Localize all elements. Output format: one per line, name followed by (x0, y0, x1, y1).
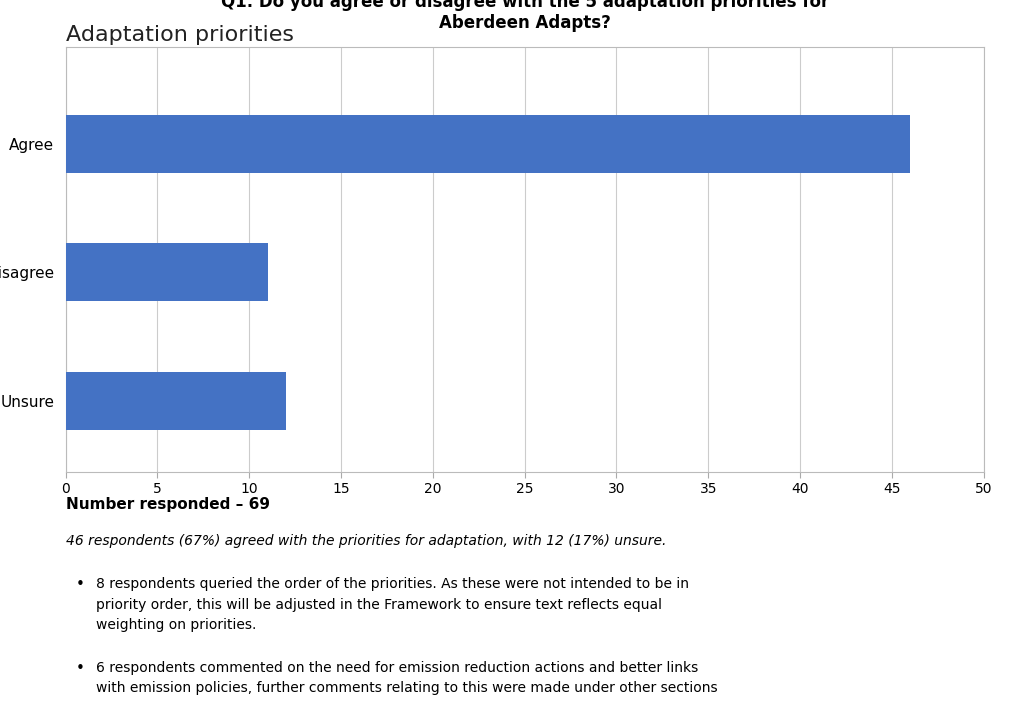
Text: •: • (76, 577, 85, 592)
Text: Number responded – 69: Number responded – 69 (66, 497, 269, 513)
Title: Q1. Do you agree or disagree with the 5 adaptation priorities for
Aberdeen Adapt: Q1. Do you agree or disagree with the 5 … (221, 0, 828, 32)
Bar (66, 243, 267, 301)
Bar (66, 372, 286, 430)
Text: 8 respondents queried the order of the priorities. As these were not intended to: 8 respondents queried the order of the p… (96, 577, 689, 632)
Bar (66, 115, 910, 173)
Text: 46 respondents (67%) agreed with the priorities for adaptation, with 12 (17%) un: 46 respondents (67%) agreed with the pri… (66, 534, 666, 547)
Text: 6 respondents commented on the need for emission reduction actions and better li: 6 respondents commented on the need for … (96, 661, 717, 696)
Text: •: • (76, 661, 85, 676)
Text: Adaptation priorities: Adaptation priorities (66, 25, 294, 46)
